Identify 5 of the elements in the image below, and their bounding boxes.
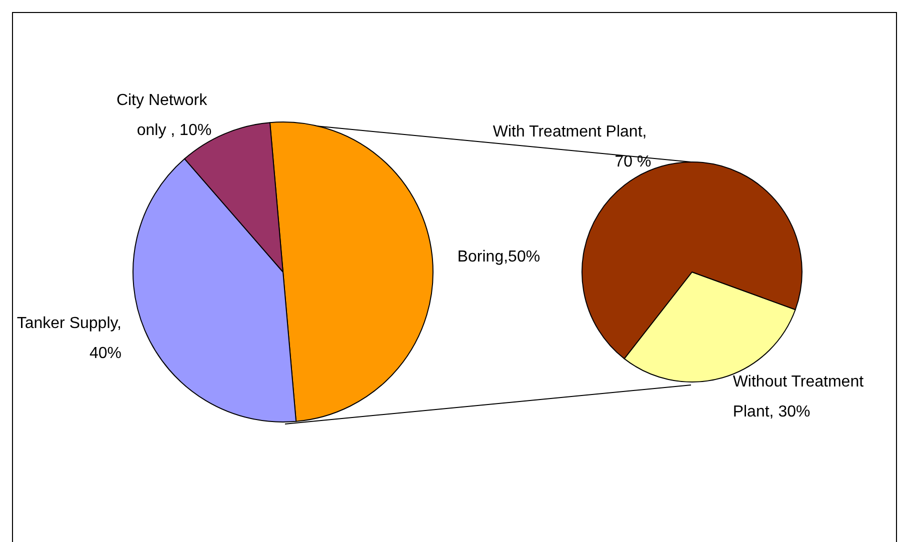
slice-label: Tanker Supply, 40%: [16, 314, 122, 362]
slice-label: Boring,50%: [457, 248, 540, 266]
slice-label: With Treatment Plant, 70 %: [492, 124, 652, 171]
slice-label: City Network only , 10%: [116, 92, 212, 140]
slice-label: Without Treatment Plant, 30%: [732, 373, 868, 420]
